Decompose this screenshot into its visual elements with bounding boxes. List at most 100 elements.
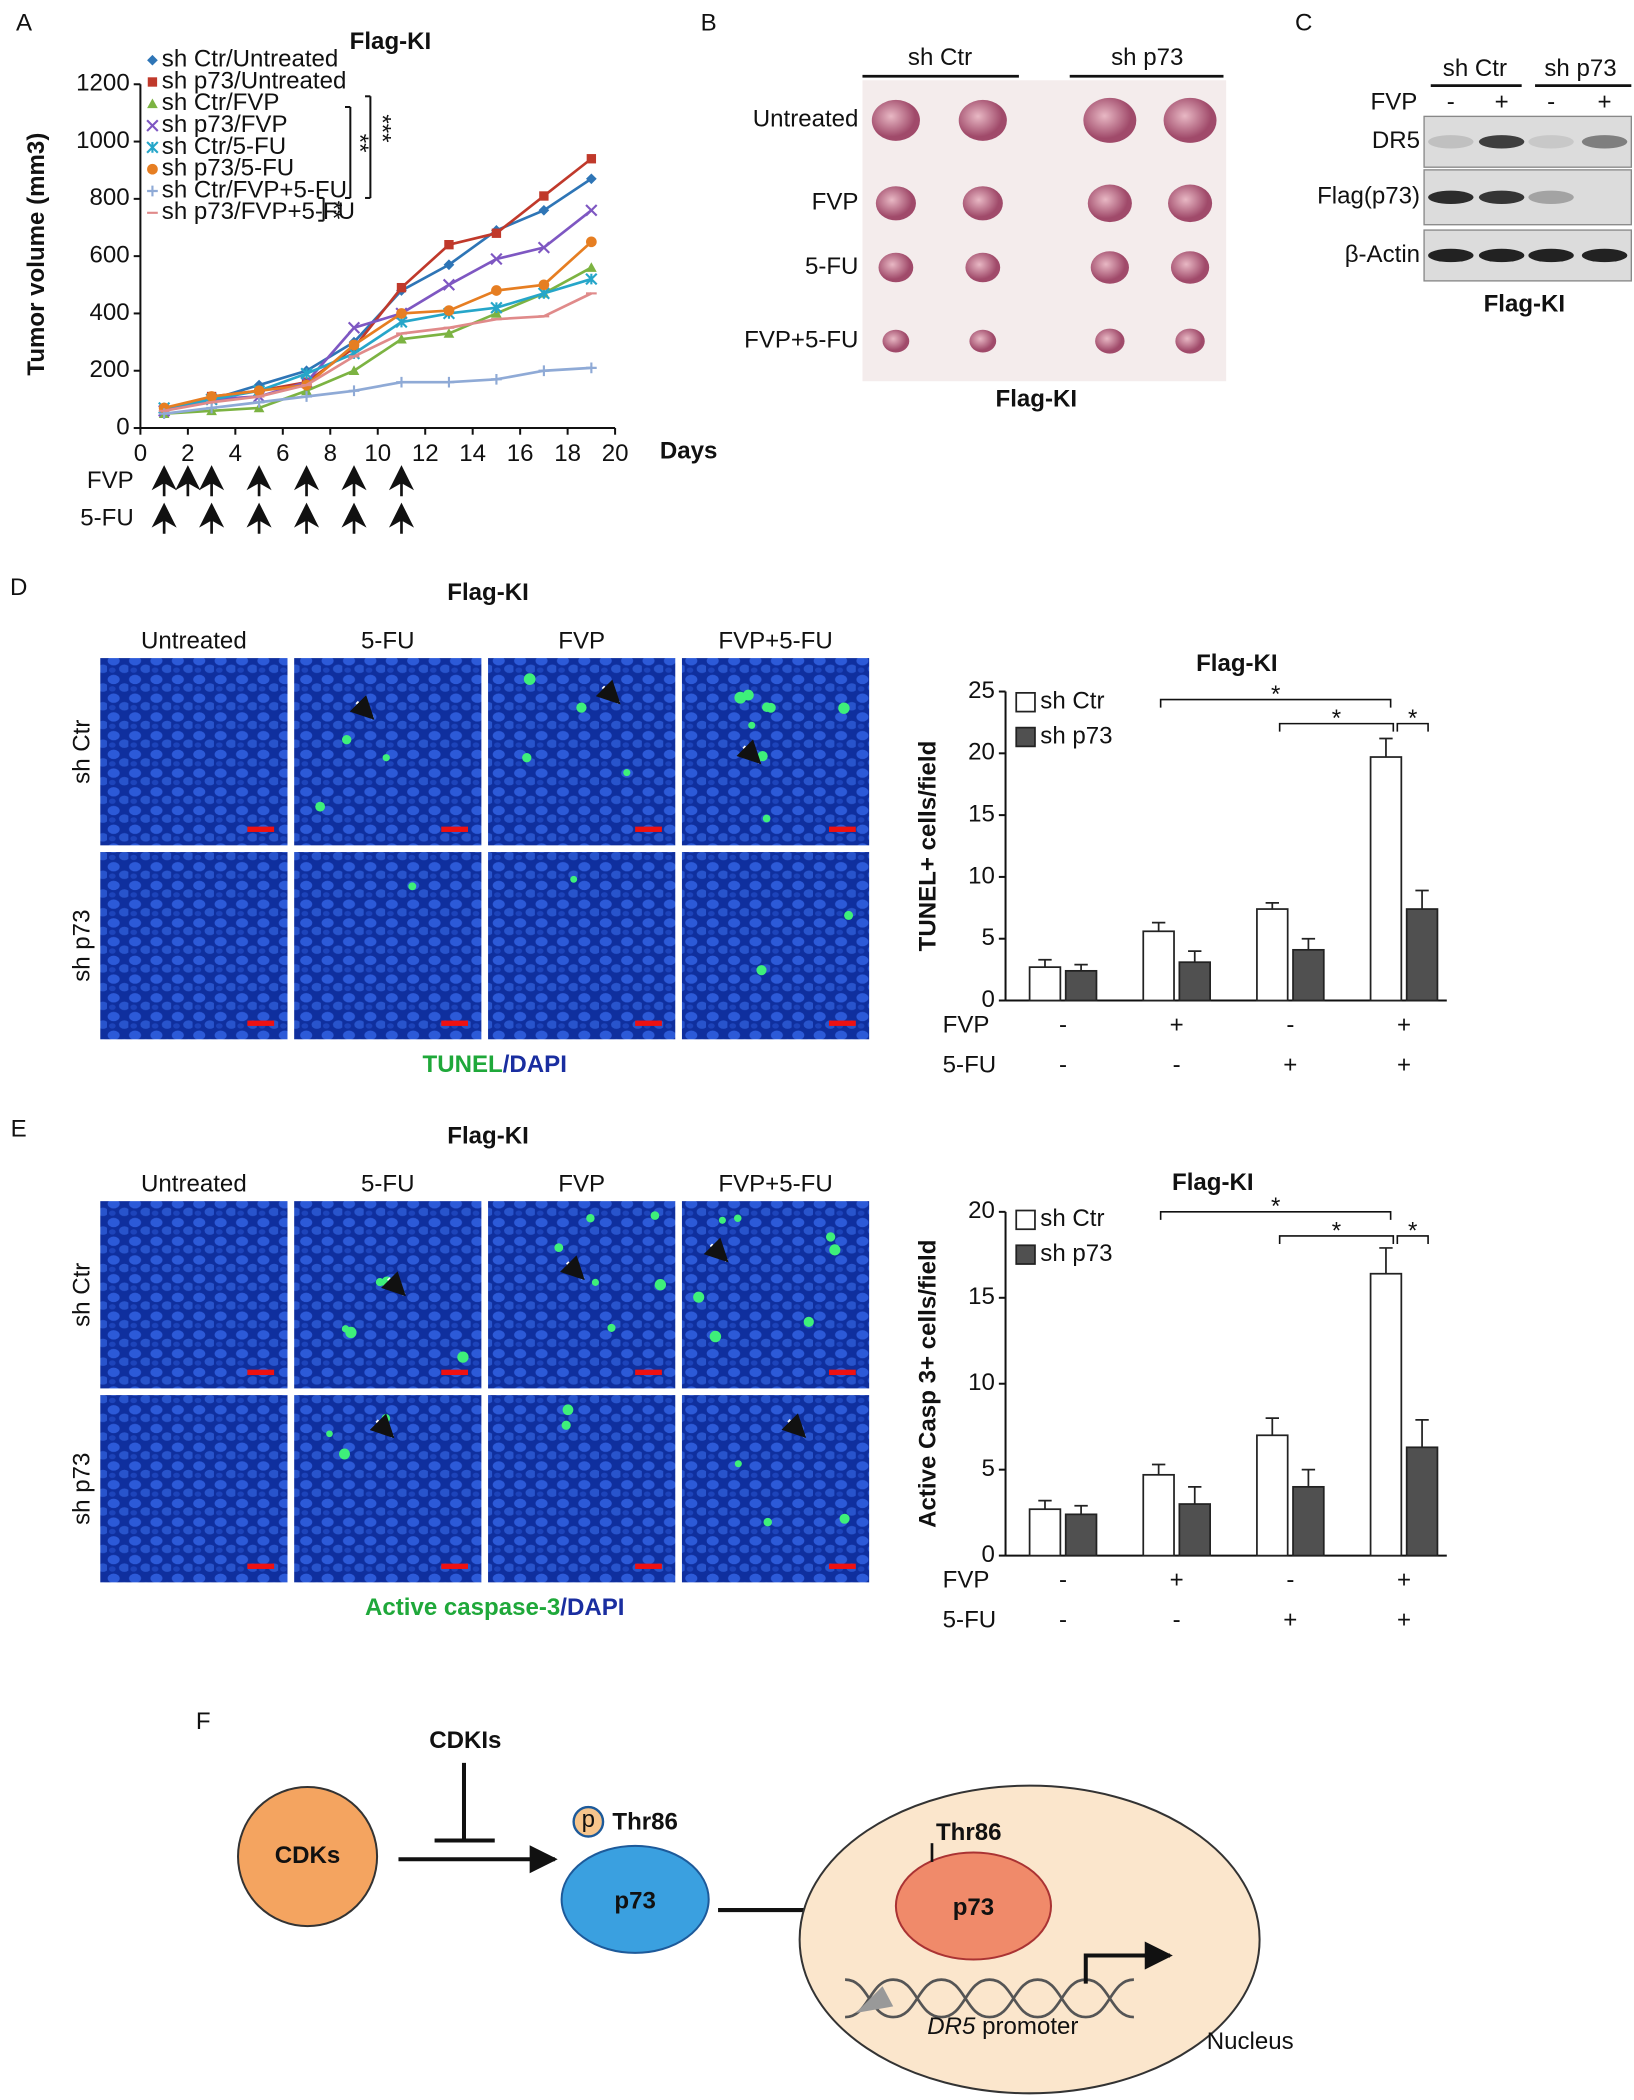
micrograph xyxy=(681,1395,870,1583)
row-label: Flag(p73) xyxy=(1317,183,1420,210)
stained-cell xyxy=(381,1414,391,1423)
significance-bracket xyxy=(1396,722,1429,732)
y-axis-label: Active Casp 3+ cells/field xyxy=(915,1240,942,1528)
marker xyxy=(300,367,313,380)
significance: * xyxy=(1408,1217,1417,1244)
sign: - xyxy=(1173,1051,1181,1078)
legend-label: sh p73/FVP xyxy=(162,111,288,138)
dna-groove xyxy=(855,1986,894,2014)
bar xyxy=(1028,1508,1062,1557)
y-axis-label: TUNEL+ cells/field xyxy=(915,741,942,952)
treatment-arrow xyxy=(294,465,320,497)
micrograph xyxy=(100,1201,288,1389)
scale-bar xyxy=(829,1563,856,1569)
stained-cell xyxy=(844,910,854,920)
x-tick-label: 14 xyxy=(459,440,486,467)
y-tick-label: 20 xyxy=(968,1197,995,1224)
stained-cell xyxy=(718,1216,726,1224)
row-label: 5-FU xyxy=(805,253,858,280)
legend-label: sh p73 xyxy=(1040,1240,1112,1267)
protein-label: p73 xyxy=(614,1887,655,1914)
legend-label: sh p73/Untreated xyxy=(162,67,347,94)
stained-cell xyxy=(339,1448,350,1460)
y-tick-label: 15 xyxy=(968,1283,995,1310)
row-label: Untreated xyxy=(753,106,859,133)
chart-title: Flag-KI xyxy=(350,28,432,55)
error-bar xyxy=(1301,1468,1316,1487)
condition-label: 5-FU xyxy=(943,1607,996,1634)
scale-bar xyxy=(441,1020,469,1026)
bar xyxy=(1178,1503,1211,1557)
y-tick-label: 5 xyxy=(981,924,994,951)
significance-bracket xyxy=(1159,698,1392,708)
column-label: 5-FU xyxy=(361,627,414,654)
significance: ** xyxy=(319,201,346,220)
treatment-arrow xyxy=(151,502,177,534)
tumor xyxy=(1168,184,1213,223)
tumor xyxy=(878,252,914,283)
error-bar xyxy=(1301,937,1316,950)
micrograph xyxy=(100,1395,288,1583)
marker xyxy=(538,204,550,216)
stained-cell xyxy=(570,875,578,883)
row-label: sh Ctr xyxy=(68,1263,95,1327)
pointer-arrow xyxy=(381,1271,406,1297)
y-tick-label: 5 xyxy=(981,1455,994,1482)
legend-label: sh Ctr/5-FU xyxy=(162,133,286,160)
treatment-arrow xyxy=(388,465,415,497)
sign: + xyxy=(1397,1011,1411,1038)
sign: + xyxy=(1170,1011,1184,1038)
error-bar xyxy=(1379,1247,1393,1274)
marker xyxy=(301,391,312,402)
y-tick-label: 1200 xyxy=(76,70,130,97)
bar xyxy=(1064,1513,1098,1557)
stained-cell xyxy=(838,702,850,714)
sign: + xyxy=(1397,1566,1411,1593)
stained-cell xyxy=(326,1430,333,1438)
stain-label: TUNEL/DAPI xyxy=(423,1051,567,1078)
error-bar xyxy=(1151,921,1166,932)
y-tick-label: 10 xyxy=(968,1369,995,1396)
marker xyxy=(348,385,360,397)
stained-cell xyxy=(607,1323,616,1332)
error-bar xyxy=(1379,737,1393,758)
treatment-arrow xyxy=(341,465,367,497)
y-tick-label: 200 xyxy=(90,356,130,383)
error-bar xyxy=(1265,1417,1279,1436)
error-bar xyxy=(1265,902,1279,910)
treatment-arrow xyxy=(175,465,201,497)
legend-label: sh Ctr/FVP+5-FU xyxy=(162,176,347,203)
marker xyxy=(491,228,502,238)
tumor xyxy=(1083,97,1137,143)
marker xyxy=(147,54,158,66)
bar xyxy=(1028,966,1062,1002)
bar xyxy=(1369,756,1403,1002)
error-bar xyxy=(1415,1418,1429,1448)
error-bar xyxy=(1151,1463,1166,1475)
marker xyxy=(538,365,550,377)
marker xyxy=(348,339,360,351)
marker xyxy=(348,365,360,376)
marker xyxy=(586,236,597,248)
pointer-arrow xyxy=(595,679,621,705)
stained-cell xyxy=(763,1517,772,1527)
scale-bar xyxy=(635,1563,662,1569)
tumor xyxy=(1175,328,1205,354)
counterstain: /DAPI xyxy=(503,1051,567,1078)
sign: - xyxy=(1059,1011,1067,1038)
column-label: FVP xyxy=(558,627,605,654)
band xyxy=(1478,135,1525,149)
marker xyxy=(586,154,597,164)
treatment-label: FVP xyxy=(1371,88,1418,115)
micrograph xyxy=(681,852,870,1040)
stained-cell xyxy=(693,1291,705,1303)
series-line xyxy=(164,266,592,416)
stained-cell xyxy=(765,702,776,713)
x-tick-label: 20 xyxy=(602,440,629,467)
micrograph xyxy=(294,658,482,846)
stained-cell xyxy=(748,721,756,729)
bar xyxy=(1405,908,1439,1002)
scale-bar xyxy=(247,826,275,832)
column-label: sh Ctr xyxy=(1443,55,1507,82)
